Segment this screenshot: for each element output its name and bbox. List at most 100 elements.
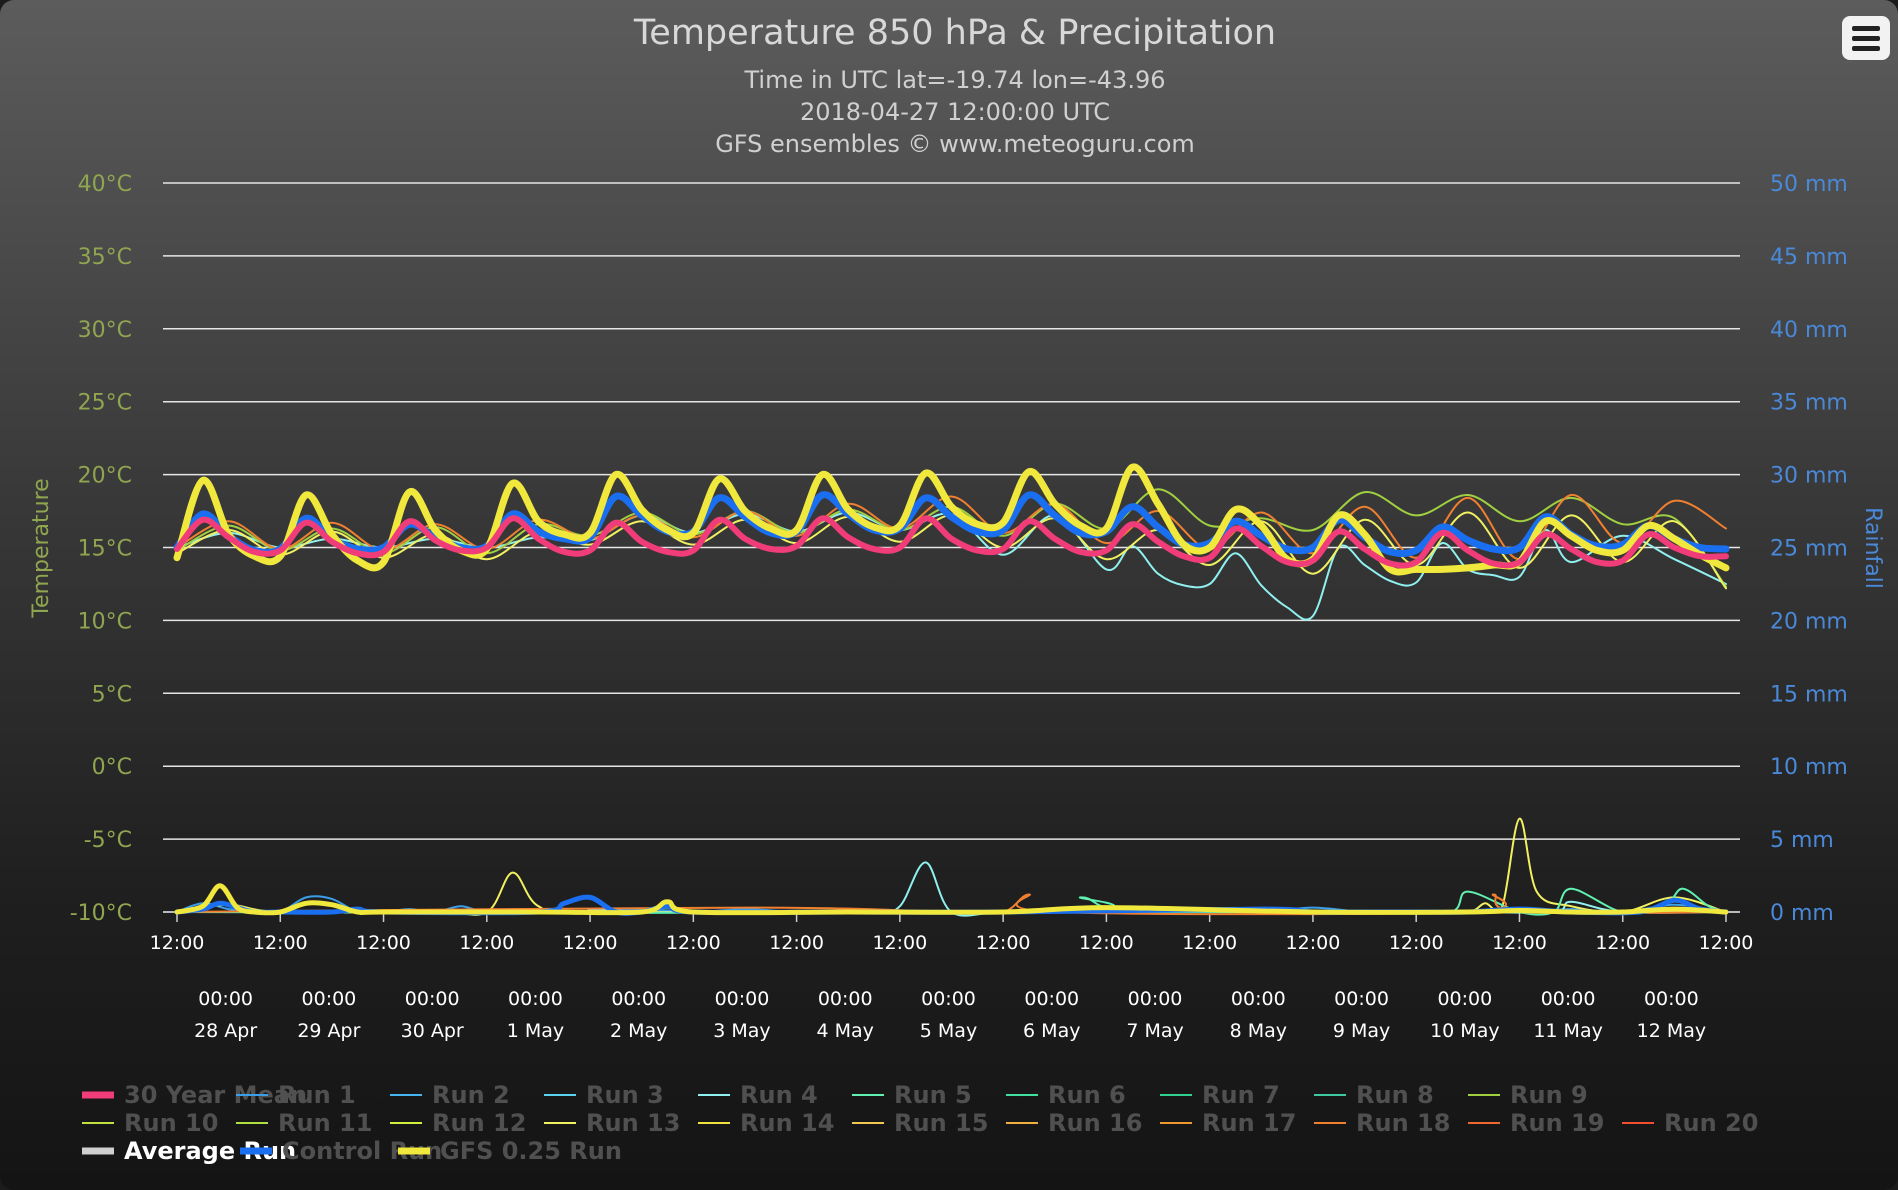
legend-item-label: Run 5 — [894, 1081, 972, 1109]
x-axis: 12:00 12:00 12:00 12:00 12:00 12:00 12:00 12:00… — [150, 911, 1754, 1042]
y-left-tick-label: 0°C — [92, 755, 132, 780]
y-right-tick-label: 30 mm — [1770, 464, 1848, 489]
x-tick-label: 12:00 — [666, 932, 721, 954]
x-tick-label: 12:00 — [1286, 932, 1341, 954]
legend-item-label: Run 17 — [1202, 1109, 1296, 1137]
y-left-tick-label: 10°C — [78, 609, 132, 634]
legend-item-label: Run 13 — [586, 1109, 680, 1137]
x-midnight-label: 00:00 — [1541, 988, 1596, 1010]
x-day-label: 5 May — [920, 1020, 977, 1042]
x-midnight-label: 00:00 — [611, 988, 666, 1010]
x-tick-label: 12:00 — [1699, 932, 1754, 954]
y-axis-left: 40°C 35°C 30°C 25°C 20°C 15°C 10°C 5°C 0°C -5°C -1… — [70, 172, 132, 926]
chart-subtitle-line-1: Time in UTC lat=-19.74 lon=-43.96 — [743, 66, 1165, 94]
temperature-line-run-18 — [176, 494, 1727, 561]
x-day-label: 30 Apr — [401, 1020, 464, 1042]
menu-bar — [1852, 36, 1880, 41]
x-day-label: 6 May — [1023, 1020, 1080, 1042]
y-left-tick-label: 5°C — [92, 682, 132, 707]
chart-subtitle-line-2: 2018-04-27 12:00:00 UTC — [800, 98, 1110, 126]
x-tick-label: 12:00 — [1492, 932, 1547, 954]
y-left-tick-label: 30°C — [78, 318, 132, 343]
y-right-tick-label: 20 mm — [1770, 609, 1848, 634]
x-midnight-label: 00:00 — [1024, 988, 1079, 1010]
hamburger-menu-icon[interactable] — [1842, 16, 1890, 60]
y-axis-left-title: Temperature — [29, 478, 54, 618]
y-right-tick-label: 15 mm — [1770, 682, 1848, 707]
legend-item-label: Run 18 — [1356, 1109, 1450, 1137]
x-midnight-label: 00:00 — [198, 988, 253, 1010]
legend-item-label: Run 20 — [1664, 1109, 1758, 1137]
rainfall-series-layer — [174, 817, 1729, 917]
x-tick-label: 12:00 — [150, 932, 205, 954]
x-tick-label: 12:00 — [1182, 932, 1237, 954]
y-right-tick-label: 35 mm — [1770, 391, 1848, 416]
temperature-series-layer — [173, 463, 1730, 621]
legend-item-label: Run 15 — [894, 1109, 988, 1137]
legend-item-label: Run 10 — [124, 1109, 218, 1137]
x-tick-label: 12:00 — [1389, 932, 1444, 954]
y-left-tick-label: 20°C — [78, 464, 132, 489]
x-tick-label: 12:00 — [253, 932, 308, 954]
x-tick-label: 12:00 — [769, 932, 824, 954]
x-tick-label: 12:00 — [1079, 932, 1134, 954]
y-left-tick-label: -5°C — [84, 828, 132, 853]
x-day-label: 11 May — [1533, 1020, 1603, 1042]
x-midnight-label: 00:00 — [1128, 988, 1183, 1010]
legend-item-label: Run 11 — [278, 1109, 372, 1137]
x-tick-label: 12:00 — [459, 932, 514, 954]
legend-item-label: Run 2 — [432, 1081, 510, 1109]
temperature-line-gfs-0-25-run — [173, 463, 1730, 576]
legend-item-label: Run 16 — [1048, 1109, 1142, 1137]
legend-item-label: Run 3 — [586, 1081, 664, 1109]
legend-item-label: Run 14 — [740, 1109, 834, 1137]
x-tick-label: 12:00 — [356, 932, 411, 954]
chart-subtitle-line-3: GFS ensembles © www.meteoguru.com — [715, 130, 1195, 158]
y-right-tick-label: 40 mm — [1770, 318, 1848, 343]
x-day-label: 2 May — [610, 1020, 667, 1042]
x-day-label: 8 May — [1230, 1020, 1287, 1042]
x-day-label: 29 Apr — [297, 1020, 360, 1042]
rainfall-line-run-18 — [176, 893, 1727, 916]
y-left-tick-label: 35°C — [78, 245, 132, 270]
x-day-label: 28 Apr — [194, 1020, 257, 1042]
x-day-label: 10 May — [1430, 1020, 1500, 1042]
legend-item-label: 30 Year Mean — [124, 1081, 307, 1109]
legend-item-label: Run 7 — [1202, 1081, 1280, 1109]
y-right-tick-label: 0 mm — [1770, 901, 1834, 926]
y-left-tick-label: 40°C — [78, 172, 132, 197]
x-day-label: 3 May — [713, 1020, 770, 1042]
menu-bar — [1852, 46, 1880, 51]
y-right-tick-label: 5 mm — [1770, 828, 1834, 853]
legend-item-label: GFS 0.25 Run — [440, 1137, 622, 1165]
y-right-tick-label: 50 mm — [1770, 172, 1848, 197]
x-day-label: 4 May — [817, 1020, 874, 1042]
y-right-tick-label: 10 mm — [1770, 755, 1848, 780]
x-midnight-label: 00:00 — [715, 988, 770, 1010]
rainfall-line-gfs-0-25-run — [174, 883, 1729, 916]
legend-item-label: Run 9 — [1510, 1081, 1588, 1109]
y-right-tick-label: 25 mm — [1770, 537, 1848, 562]
x-midnight-label: 00:00 — [921, 988, 976, 1010]
x-midnight-label: 00:00 — [1231, 988, 1286, 1010]
y-left-tick-label: 25°C — [78, 391, 132, 416]
x-tick-label: 12:00 — [872, 932, 927, 954]
x-day-label: 7 May — [1126, 1020, 1183, 1042]
legend-item-label: Run 8 — [1356, 1081, 1434, 1109]
legend-item-label: Run 4 — [740, 1081, 818, 1109]
y-right-tick-label: 45 mm — [1770, 245, 1848, 270]
temperature-line-30-year-mean — [174, 515, 1729, 569]
x-day-label: 9 May — [1333, 1020, 1390, 1042]
legend-item-label: Run 6 — [1048, 1081, 1126, 1109]
x-tick-label: 12:00 — [976, 932, 1031, 954]
x-tick-label: 12:00 — [563, 932, 618, 954]
x-midnight-label: 00:00 — [1644, 988, 1699, 1010]
x-midnight-label: 00:00 — [302, 988, 357, 1010]
y-axis-right-title: Rainfall — [1860, 507, 1885, 589]
legend-item-label: Run 1 — [278, 1081, 356, 1109]
x-midnight-label: 00:00 — [1334, 988, 1389, 1010]
chart-title: Temperature 850 hPa & Precipitation — [633, 13, 1276, 53]
